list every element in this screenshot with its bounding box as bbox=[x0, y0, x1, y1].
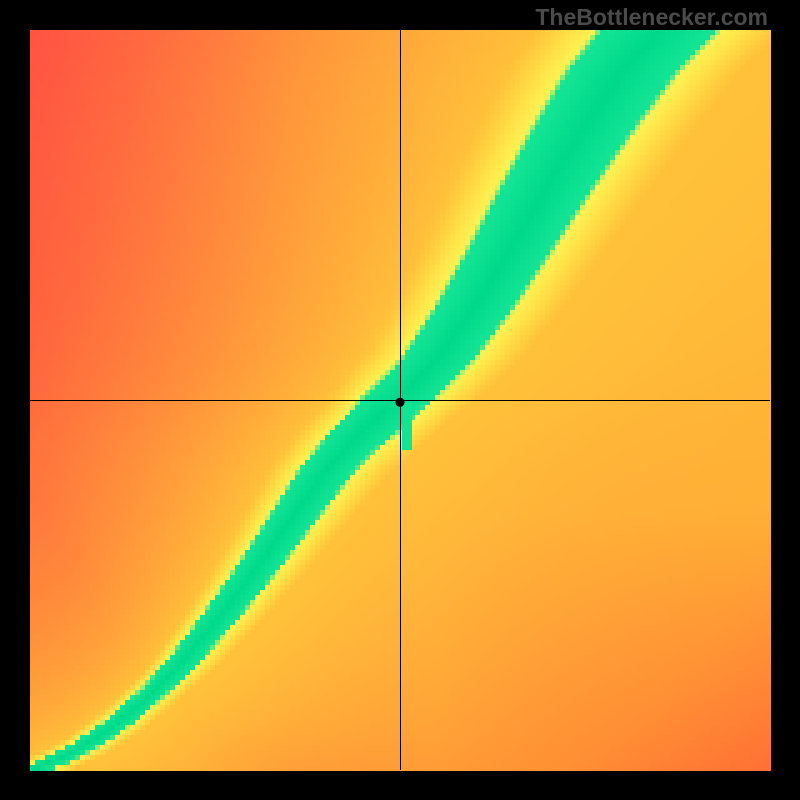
chart-container: TheBottlenecker.com bbox=[0, 0, 800, 800]
watermark-text: TheBottlenecker.com bbox=[535, 4, 768, 31]
heatmap-canvas bbox=[0, 0, 800, 800]
